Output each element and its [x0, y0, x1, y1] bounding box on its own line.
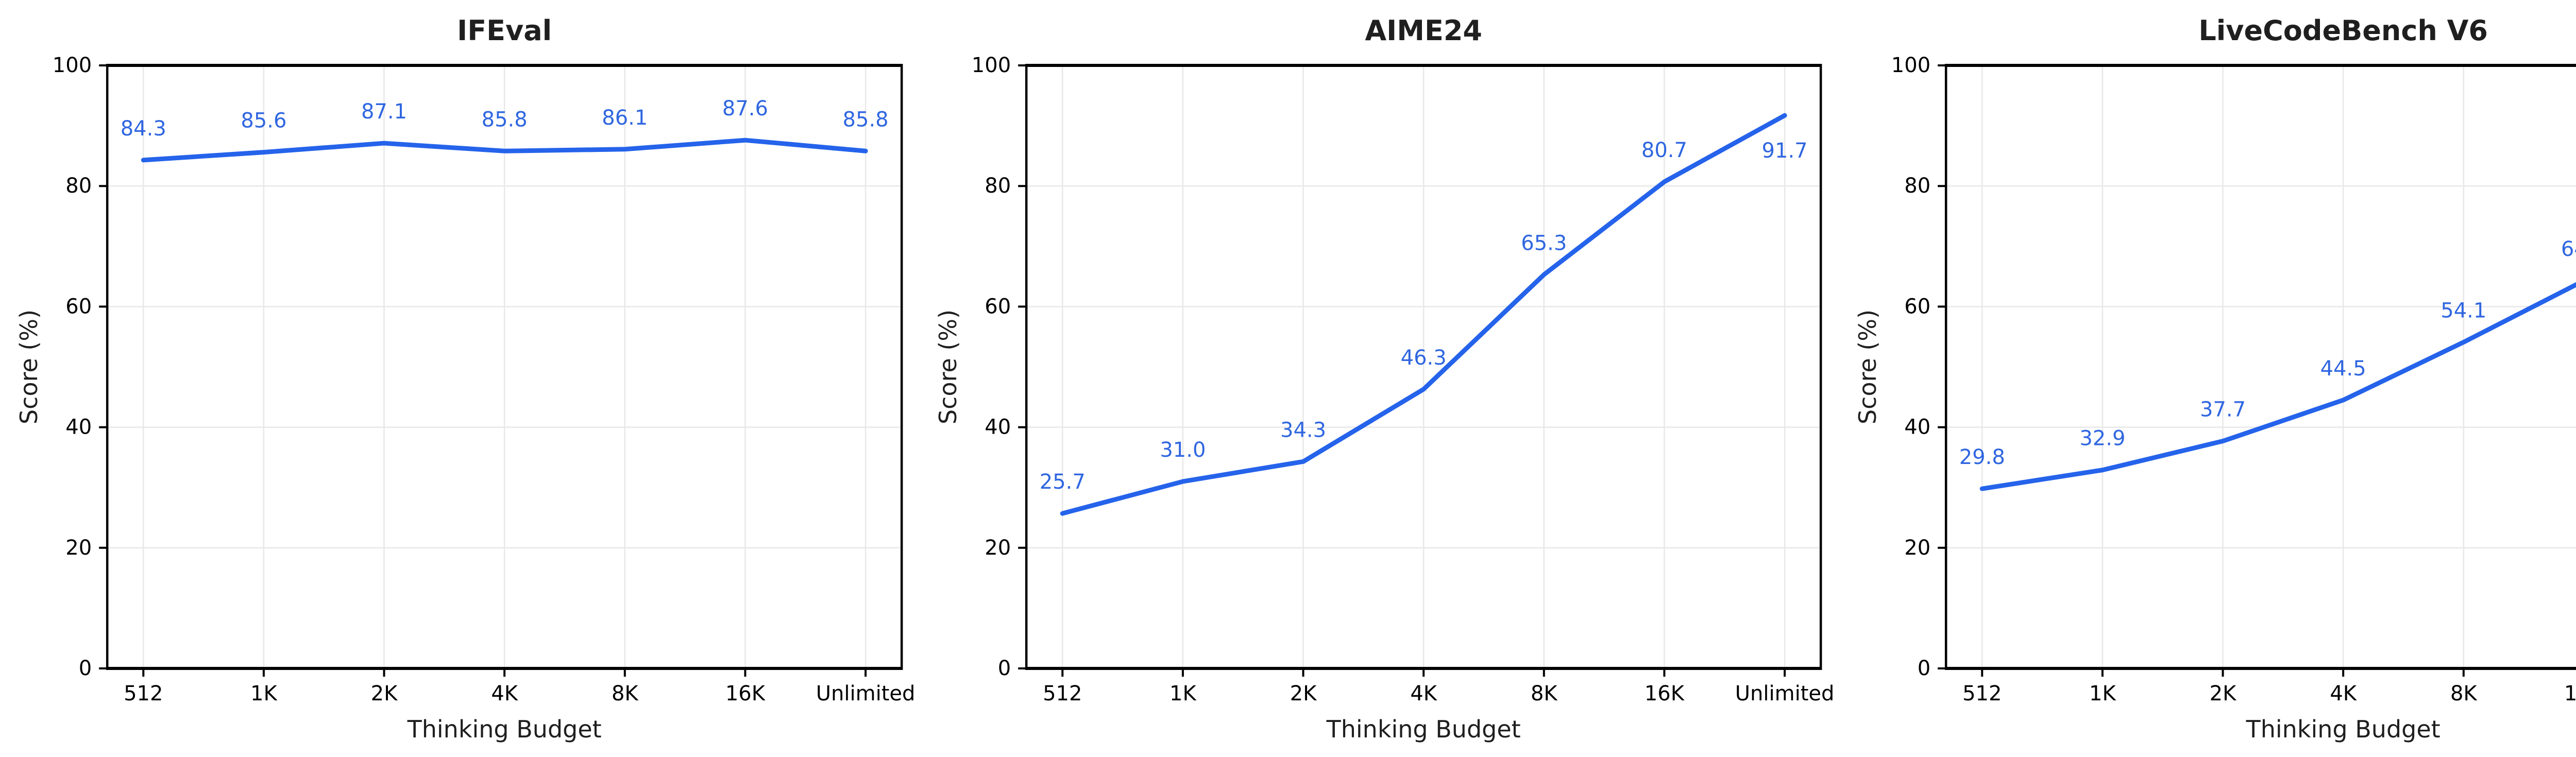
x-tick-label: 1K: [1170, 682, 1197, 706]
vertical-gridlines: [1981, 65, 2464, 668]
x-tick-label: 512: [1043, 682, 1082, 706]
x-tick-label: 2K: [1290, 682, 1317, 706]
value-label: 29.8: [1959, 445, 2005, 469]
axes-spines: [1025, 64, 1822, 670]
x-tick-label: 16K: [2564, 682, 2576, 706]
x-axis: 512 1K 2K 4K 8K 16K Unlimited: [124, 668, 915, 706]
value-labels: 25.7 31.0 34.3 46.3 65.3 80.7 91.7: [1040, 139, 1808, 494]
value-label: 65.3: [1521, 231, 1567, 255]
x-tick-label: Unlimited: [1735, 682, 1835, 706]
y-tick-label: 40: [1904, 416, 1930, 439]
horizontal-gridlines: [1026, 185, 1821, 549]
y-tick-label: 100: [53, 54, 92, 77]
y-axis: 0 20 40 60 80 100: [53, 54, 108, 680]
y-tick-label: 0: [1917, 657, 1930, 680]
x-tick-label: 8K: [612, 682, 639, 706]
value-label: 85.6: [241, 109, 286, 133]
horizontal-gridlines: [107, 185, 902, 549]
value-label: 80.7: [1641, 139, 1687, 162]
y-tick-label: 0: [79, 657, 92, 680]
value-label: 84.3: [121, 117, 166, 141]
chart-panel-aime24: 0 20 40 60 80 100 512 1K 2K 4K 8K 16K Unlimited 25.7 3…: [919, 0, 1838, 757]
y-tick-label: 60: [65, 295, 92, 318]
axes-spines: [1944, 64, 2576, 670]
x-axis-label: Thinking Budget: [1326, 715, 1521, 743]
y-tick-label: 40: [985, 416, 1011, 439]
y-tick-label: 100: [1891, 54, 1930, 77]
data-line: [1060, 113, 1787, 516]
value-label: 54.1: [2441, 299, 2486, 322]
x-tick-label: 2K: [371, 682, 398, 706]
y-tick-label: 20: [65, 536, 92, 560]
y-tick-label: 100: [972, 54, 1011, 77]
value-label: 34.3: [1280, 418, 1326, 442]
x-tick-label: 4K: [1411, 682, 1438, 706]
value-label: 44.5: [2320, 357, 2366, 381]
x-tick-label: Unlimited: [816, 682, 916, 706]
chart-panel-ifeval: 0 20 40 60 80 100 512 1K 2K 4K 8K 16K Unlimited 84.3 8…: [0, 0, 919, 757]
x-axis-label: Thinking Budget: [2245, 715, 2440, 743]
y-axis-label: Score (%): [1854, 309, 1882, 424]
data-line: [1979, 282, 2576, 491]
y-tick-label: 80: [985, 174, 1011, 198]
chart-title: AIME24: [1365, 14, 1483, 47]
vertical-gridlines: [1062, 65, 1786, 668]
vertical-gridlines: [143, 65, 867, 668]
value-label: 31.0: [1160, 438, 1206, 462]
y-tick-label: 20: [985, 536, 1011, 560]
chart-title: IFEval: [457, 14, 552, 47]
x-tick-label: 1K: [250, 682, 278, 706]
x-tick-label: 4K: [491, 682, 518, 706]
x-tick-label: 512: [124, 682, 163, 706]
x-tick-label: 1K: [2089, 682, 2116, 706]
y-tick-label: 60: [985, 295, 1011, 318]
chart-title: LiveCodeBench V6: [2198, 14, 2488, 47]
y-axis-label: Score (%): [15, 309, 43, 424]
y-tick-label: 20: [1904, 536, 1930, 560]
value-label: 91.7: [1762, 139, 1808, 163]
value-label: 46.3: [1401, 346, 1447, 370]
value-label: 25.7: [1040, 470, 1086, 494]
y-tick-label: 80: [65, 174, 92, 198]
y-tick-label: 0: [998, 657, 1011, 680]
x-axis: 512 1K 2K 4K 8K 16K Unlimited: [1043, 668, 1835, 706]
x-tick-label: 512: [1962, 682, 2002, 706]
horizontal-gridlines: [1945, 185, 2576, 549]
value-label: 85.8: [482, 108, 528, 131]
plot-svg: 0204060801005121K2K4K8K16KUnlimited29.83…: [1854, 14, 2576, 743]
value-label: 86.1: [602, 106, 648, 130]
x-tick-label: 4K: [2330, 682, 2357, 706]
x-tick-label: 2K: [2209, 682, 2236, 706]
x-tick-label: 16K: [725, 682, 766, 706]
value-label: 37.7: [2200, 398, 2246, 422]
y-axis: 0 20 40 60 80 100: [972, 54, 1027, 680]
value-labels: 29.832.937.744.554.164.367.4: [1959, 237, 2576, 469]
value-label: 64.3: [2561, 237, 2576, 261]
value-labels: 84.3 85.6 87.1 85.8 86.1 87.6 85.8: [121, 97, 889, 141]
value-label: 87.6: [722, 97, 768, 121]
x-axis-label: Thinking Budget: [407, 715, 602, 743]
y-axis-label: Score (%): [934, 309, 962, 424]
data-line: [141, 137, 868, 163]
chart-panel-livecodebench-v6: 0204060801005121K2K4K8K16KUnlimited29.83…: [1839, 0, 2576, 757]
y-axis: 0 20 40 60 80 100: [1891, 54, 1946, 680]
y-tick-label: 60: [1904, 295, 1930, 318]
x-tick-label: 8K: [1531, 682, 1558, 706]
x-tick-label: 16K: [1645, 682, 1685, 706]
plot-svg: 0 20 40 60 80 100 512 1K 2K 4K 8K 16K Unlimited 25.7 3…: [934, 14, 1835, 743]
y-tick-label: 40: [65, 416, 92, 439]
value-label: 32.9: [2079, 427, 2125, 451]
value-label: 85.8: [843, 108, 889, 131]
x-tick-label: 8K: [2450, 682, 2478, 706]
value-label: 87.1: [361, 100, 407, 124]
y-tick-label: 80: [1904, 174, 1930, 198]
